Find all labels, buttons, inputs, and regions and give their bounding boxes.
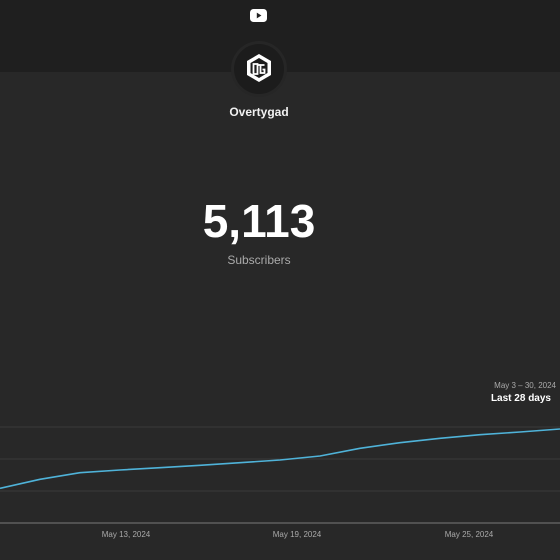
subscriber-chart (0, 426, 560, 524)
x-tick-label: May 25, 2024 (444, 530, 494, 539)
channel-avatar[interactable] (234, 44, 284, 94)
chart-date-range: May 3 – 30, 2024 (494, 381, 556, 390)
subscriber-label: Subscribers (227, 253, 291, 267)
otg-logo-icon (247, 54, 271, 82)
x-tick-label: May 13, 2024 (101, 530, 151, 539)
chart-period-label: Last 28 days (490, 393, 551, 404)
channel-name[interactable]: Overtygad (229, 105, 289, 119)
subscriber-count: 5,113 (202, 195, 316, 247)
subscriber-line (0, 428, 560, 490)
x-tick-label: May 19, 2024 (272, 530, 322, 539)
youtube-icon[interactable] (250, 9, 267, 22)
